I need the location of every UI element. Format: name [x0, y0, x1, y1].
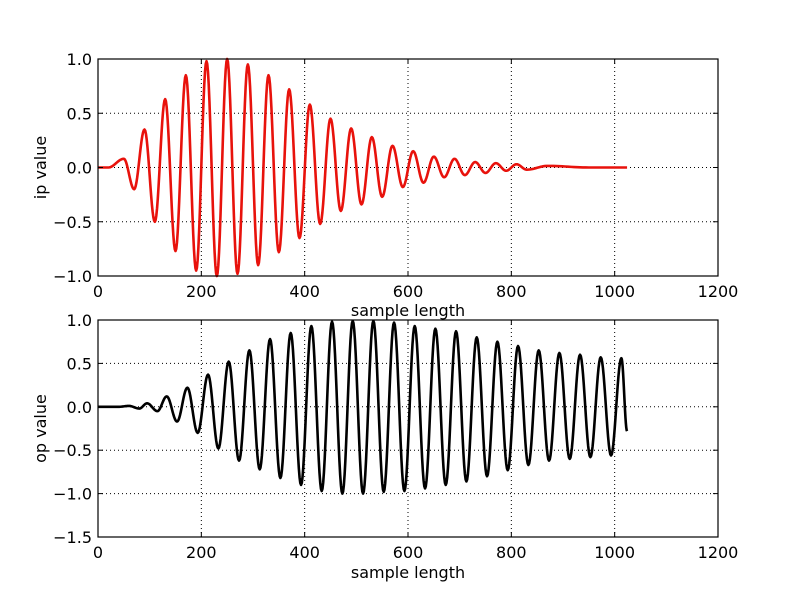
ip-x-tick-label: 1200	[698, 282, 739, 301]
ip-x-tick-label: 200	[186, 282, 217, 301]
ip-y-tick-label: 0.5	[67, 104, 92, 123]
op-subplot: 0 200 400 600 800 1000 1200 −1.5 −1.0 −0.5 0.0 0.5 1…	[31, 311, 738, 582]
op-y-tick-label: 0.5	[67, 354, 92, 373]
ip-x-tick-label: 1000	[594, 282, 635, 301]
op-series-line	[98, 319, 629, 495]
op-y-axis-label: op value	[31, 394, 50, 463]
op-y-tick-label: −1.5	[53, 528, 92, 547]
ip-subplot: 0 200 400 600 800 1000 1200 −1.0 −0.5 0.0 0.5 1.0 s…	[31, 50, 738, 320]
op-x-tick-label: 600	[393, 543, 424, 562]
ip-series-line	[98, 57, 628, 278]
ip-x-axis-label: sample length	[351, 301, 465, 320]
op-x-axis-label: sample length	[351, 563, 465, 582]
ip-x-tick-label: 400	[289, 282, 320, 301]
ip-x-tick-label: 800	[496, 282, 527, 301]
ip-x-tick-label: 600	[393, 282, 424, 301]
ip-y-axis-label: ip value	[31, 136, 50, 199]
ip-y-tick-label: −1.0	[53, 267, 92, 286]
ip-ticks: 0 200 400 600 800 1000 1200 −1.0 −0.5 0.0 0.5 1.0	[53, 50, 738, 301]
op-y-tick-label: 0.0	[67, 398, 92, 417]
op-x-tick-label: 800	[496, 543, 527, 562]
ip-y-tick-label: 0.0	[67, 159, 92, 178]
op-y-tick-label: 1.0	[67, 311, 92, 330]
op-x-tick-label: 200	[186, 543, 217, 562]
ip-x-tick-label: 0	[93, 282, 103, 301]
op-x-tick-label: 400	[289, 543, 320, 562]
op-x-tick-label: 1000	[594, 543, 635, 562]
ip-y-tick-label: −0.5	[53, 213, 92, 232]
op-ticks: 0 200 400 600 800 1000 1200 −1.5 −1.0 −0.5 0.0 0.5 1…	[53, 311, 738, 562]
ip-y-tick-label: 1.0	[67, 50, 92, 69]
op-y-tick-label: −1.0	[53, 485, 92, 504]
op-x-tick-label: 1200	[698, 543, 739, 562]
op-x-tick-label: 0	[93, 543, 103, 562]
op-y-tick-label: −0.5	[53, 441, 92, 460]
